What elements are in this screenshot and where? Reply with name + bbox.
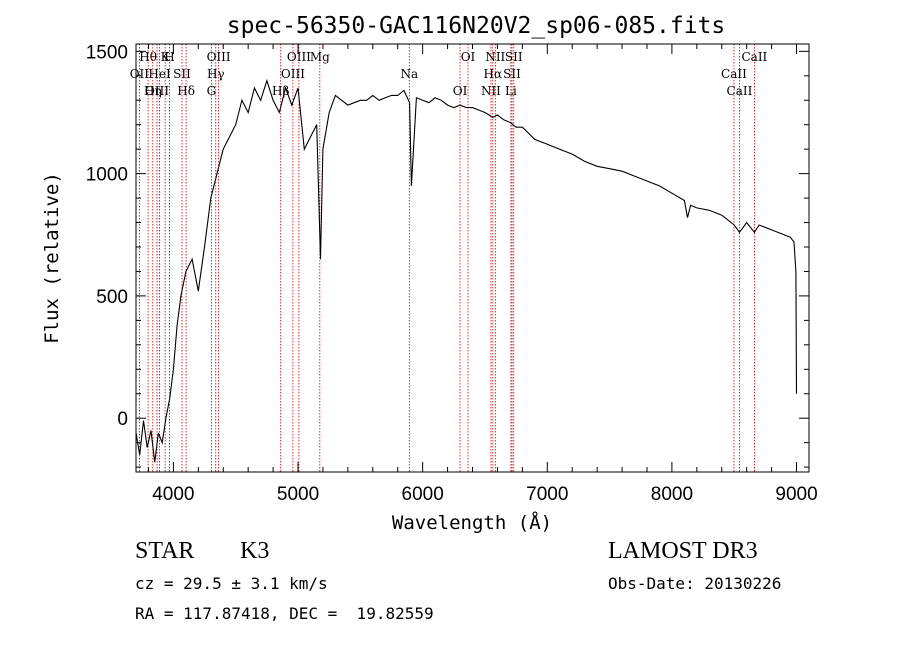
spectral-line-label: SII [505, 50, 523, 64]
spectral-line-label: Na [400, 67, 418, 81]
x-tick-label: 5000 [277, 484, 319, 505]
x-tick-label: 9000 [775, 484, 817, 505]
spectral-line-label: HeI [148, 67, 171, 81]
spectral-line-label: CaII [721, 67, 747, 81]
spectral-line-label: Hβ [272, 84, 289, 98]
y-axis-ticks: 0 500 1000 1500 [86, 42, 809, 468]
spectral-line-label: Hα [484, 67, 503, 81]
coordinates: RA = 117.87418, DEC = 19.82559 [135, 604, 434, 623]
spectral-line-label: OII [130, 67, 150, 81]
plot-frame [135, 43, 810, 473]
spectral-line-label: SII [173, 67, 191, 81]
spectral-line-label: OIII [287, 50, 311, 64]
spectral-line-label: NII [485, 50, 505, 64]
observation-date: Obs-Date: 20130226 [608, 574, 782, 593]
spectral-line-label: Hη [144, 84, 162, 98]
spectral-line-label: OI [453, 84, 468, 98]
spectral-line-label: K [161, 50, 171, 64]
spectral-line-label: Li [505, 84, 517, 98]
spectral-line-label: OIII [207, 50, 231, 64]
y-tick-label: 0 [117, 409, 128, 430]
object-class: STAR [135, 538, 195, 564]
spectrum-series-line [135, 78, 798, 463]
spectral-line-label: CaII [741, 50, 767, 64]
spectral-line-label: NII [481, 84, 501, 98]
spectral-line-labels: Hθ OII OIII K HeI Hη H SII Hδ OIII Hγ G OIII OIII Hβ Mg… [130, 50, 768, 98]
spectral-line-label: Mg [310, 50, 330, 64]
y-tick-label: 1500 [86, 42, 128, 63]
x-tick-label: 4000 [152, 484, 194, 505]
spectral-line-label: Hγ [207, 67, 225, 81]
chart-title: spec-56350-GAC116N20V2_sp06-085.fits [227, 13, 726, 39]
y-axis-label: Flux (relative) [41, 172, 63, 344]
spectral-line-label: SII [503, 67, 521, 81]
x-axis-ticks: 4000 5000 6000 7000 8000 9000 [147, 44, 818, 505]
y-tick-label: 500 [96, 287, 128, 308]
spectral-line-label: OIII [281, 67, 305, 81]
spectral-line-label: Hδ [177, 84, 195, 98]
x-tick-label: 8000 [651, 484, 693, 505]
spectral-line-label: Hθ [139, 50, 157, 64]
x-tick-label: 6000 [402, 484, 444, 505]
spectral-line-label: H [164, 50, 174, 64]
x-axis-label: Wavelength (Å) [392, 511, 552, 534]
y-tick-label: 1000 [86, 165, 128, 186]
spectral-line-label: G [207, 84, 217, 98]
redshift-velocity: cz = 29.5 ± 3.1 km/s [135, 574, 328, 593]
spectral-line-markers [138, 44, 755, 472]
survey-name: LAMOST DR3 [608, 538, 758, 564]
spectral-line-label: OIII [145, 84, 169, 98]
x-tick-label: 7000 [526, 484, 568, 505]
spectral-line-label: OI [461, 50, 476, 64]
spectral-line-label: CaII [727, 84, 753, 98]
object-subclass: K3 [240, 538, 270, 564]
